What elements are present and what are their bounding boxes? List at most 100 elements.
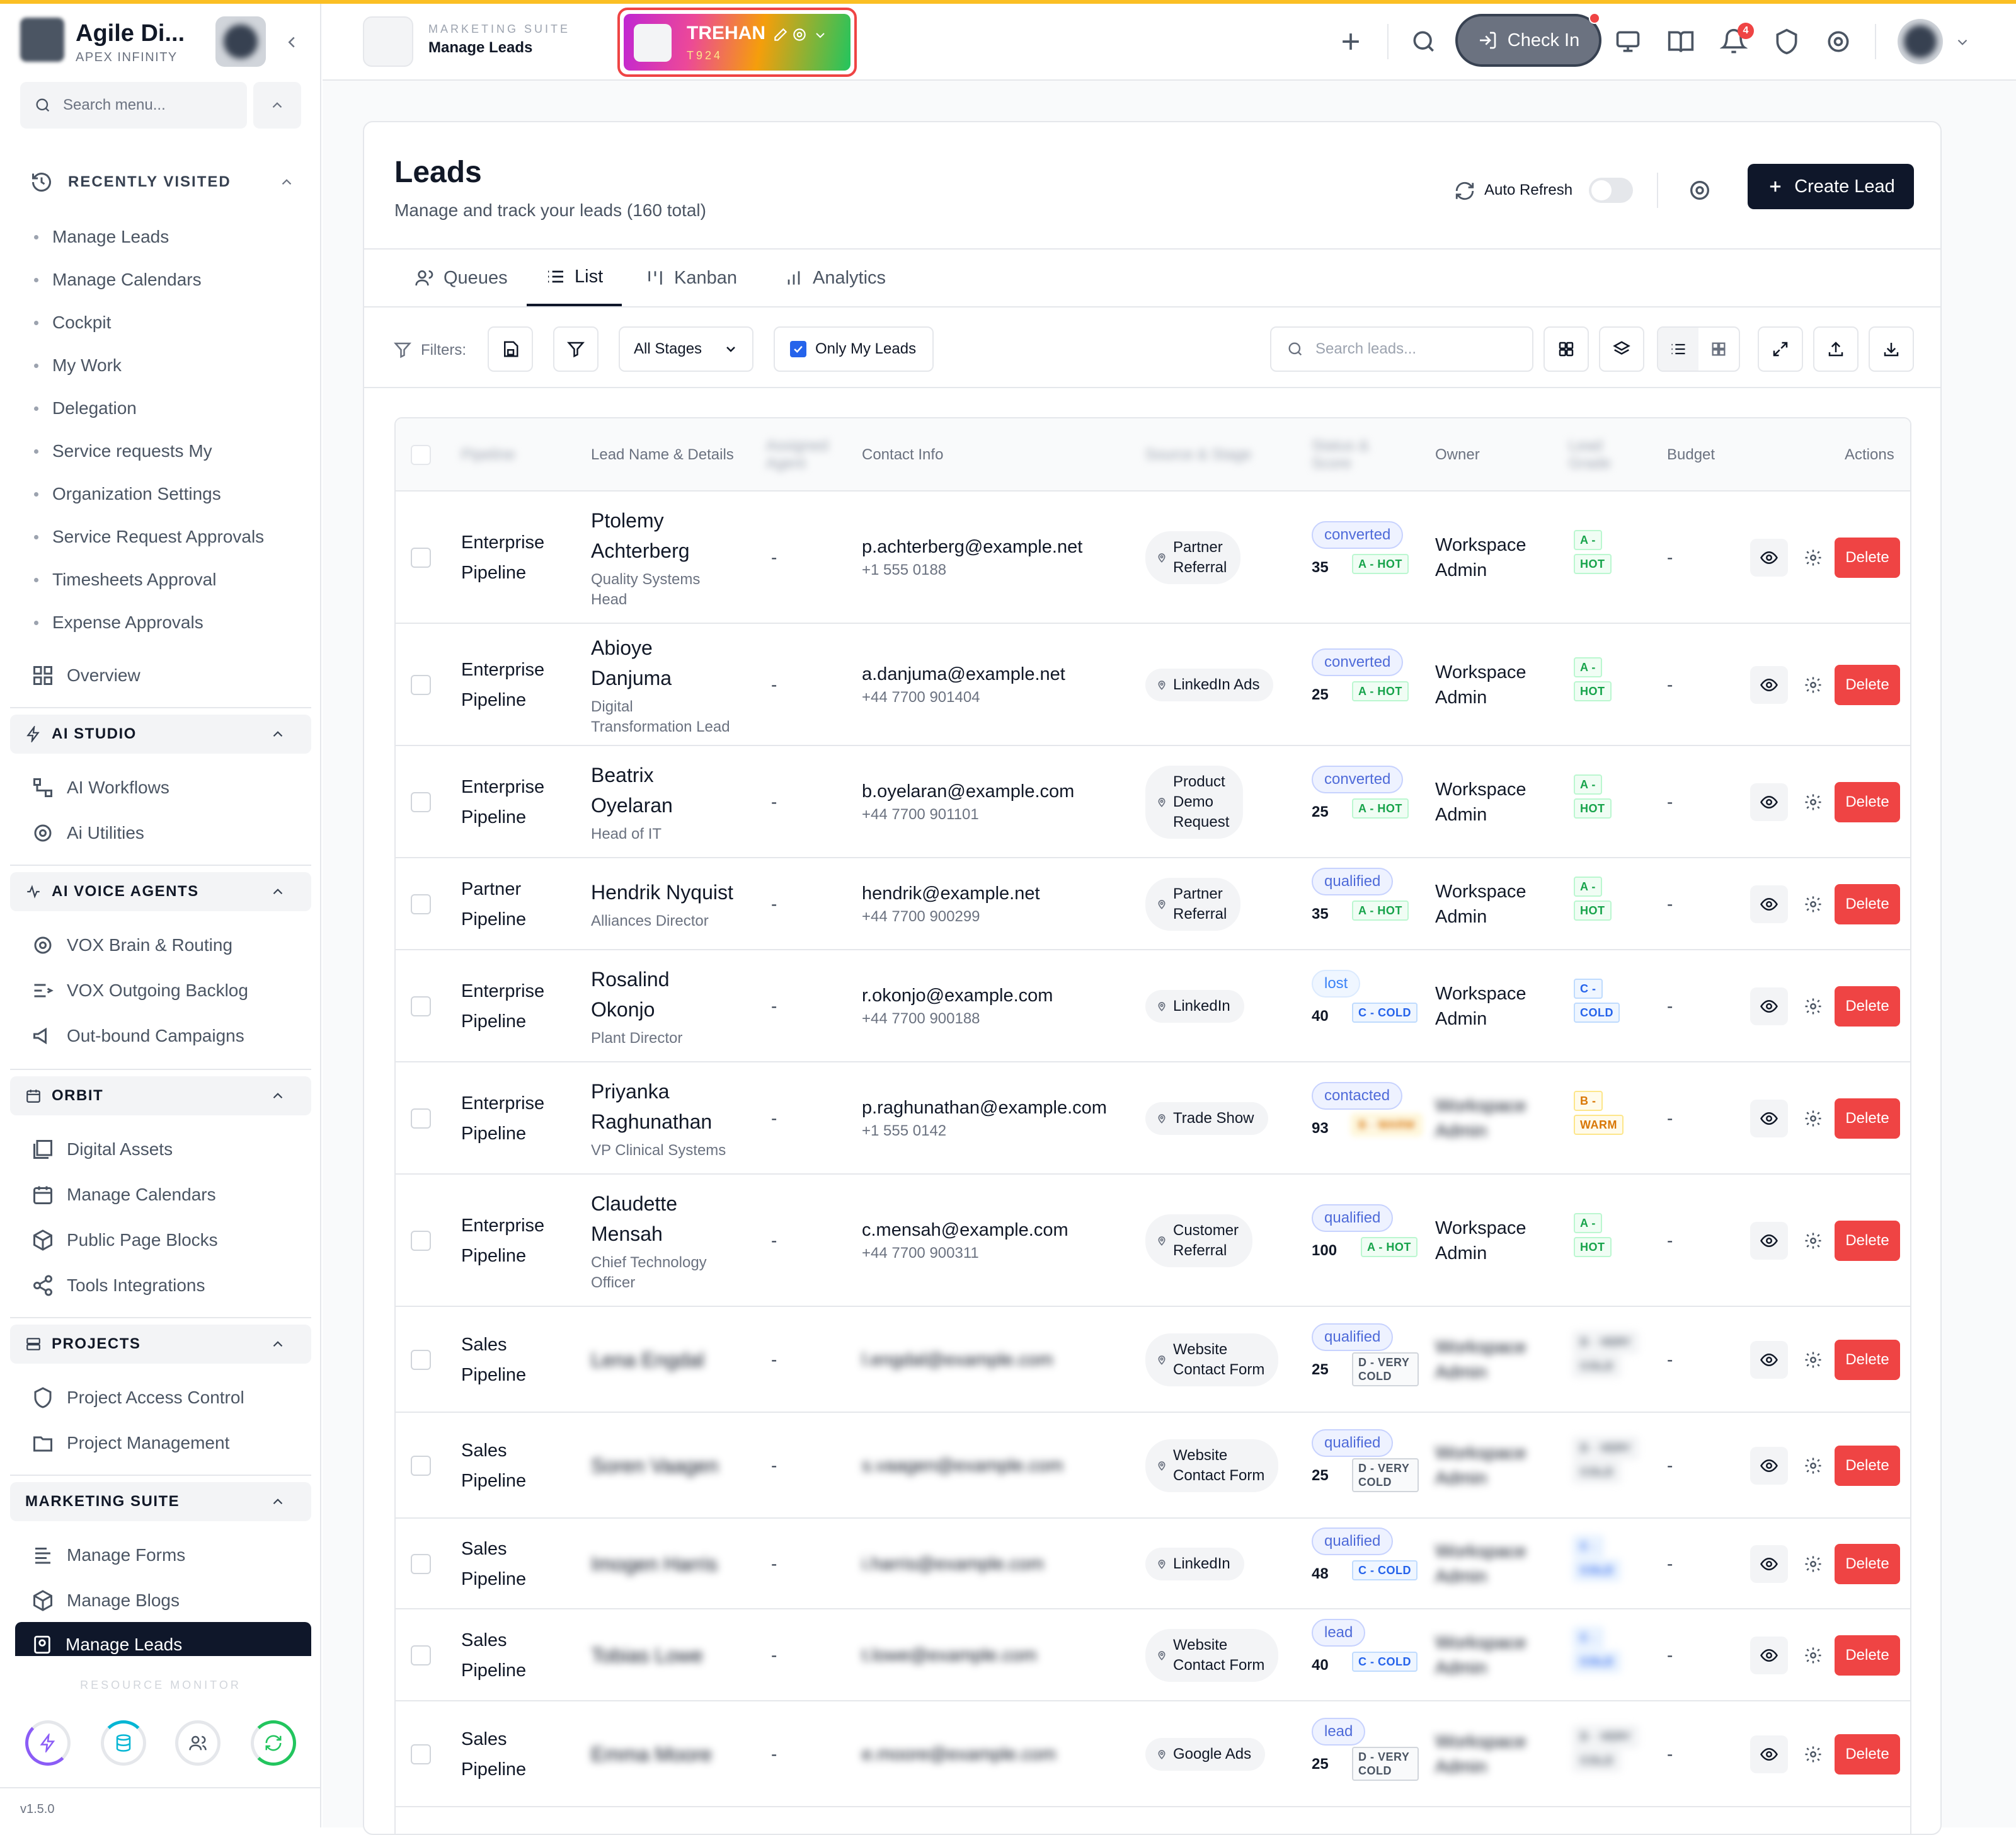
recent-item[interactable]: Cockpit bbox=[34, 313, 111, 333]
row-settings-button[interactable] bbox=[1794, 1637, 1832, 1674]
section-marketing-suite[interactable]: MARKETING SUITE bbox=[10, 1482, 311, 1521]
lead-email[interactable]: e.moore@example.com bbox=[862, 1744, 1057, 1764]
recent-item[interactable]: Manage Leads bbox=[34, 227, 169, 247]
nav-public-page-blocks[interactable]: Public Page Blocks bbox=[32, 1229, 218, 1251]
nav-vox-backlog[interactable]: VOX Outgoing Backlog bbox=[32, 979, 248, 1002]
nav-project-access-control[interactable]: Project Access Control bbox=[32, 1386, 244, 1409]
gear-icon[interactable] bbox=[1687, 178, 1712, 203]
delete-button[interactable]: Delete bbox=[1835, 665, 1900, 705]
expand-button[interactable] bbox=[1758, 326, 1803, 372]
nav-tools-integrations[interactable]: Tools Integrations bbox=[32, 1274, 205, 1297]
chevron-down-icon[interactable] bbox=[813, 28, 828, 43]
recent-item[interactable]: My Work bbox=[34, 355, 122, 376]
table-row[interactable]: Sales Pipeline Emma Moore - e.moore@example.… bbox=[396, 1701, 1910, 1807]
recent-item[interactable]: Organization Settings bbox=[34, 484, 221, 504]
users-monitor[interactable] bbox=[175, 1720, 220, 1766]
gear-icon[interactable] bbox=[1824, 28, 1852, 55]
monitor-icon[interactable] bbox=[1614, 28, 1642, 55]
list-view-button[interactable] bbox=[1658, 328, 1698, 371]
row-settings-button[interactable] bbox=[1794, 1341, 1832, 1379]
lead-email[interactable]: t.lowe@example.com bbox=[862, 1645, 1037, 1665]
search-icon[interactable] bbox=[1410, 28, 1438, 55]
lead-email[interactable]: r.okonjo@example.com bbox=[862, 985, 1053, 1006]
lead-name-cell[interactable]: Beatrix Oyelaran Head of IT bbox=[591, 746, 755, 858]
row-checkbox[interactable] bbox=[411, 792, 431, 812]
lead-name-cell[interactable]: Rosalind Okonjo Plant Director bbox=[591, 950, 755, 1062]
lead-email[interactable]: b.oyelaran@example.com bbox=[862, 781, 1075, 802]
table-row[interactable]: Enterprise Pipeline Priyanka Raghunathan VP … bbox=[396, 1062, 1910, 1175]
lead-email[interactable]: l.engdal@example.com bbox=[862, 1349, 1053, 1370]
delete-button[interactable]: Delete bbox=[1835, 1221, 1900, 1261]
recent-item[interactable]: Service Request Approvals bbox=[34, 527, 264, 547]
nav-manage-blogs[interactable]: Manage Blogs bbox=[32, 1589, 180, 1612]
row-settings-button[interactable] bbox=[1794, 1100, 1832, 1137]
row-settings-button[interactable] bbox=[1794, 987, 1832, 1025]
filter-button[interactable] bbox=[553, 326, 598, 372]
lead-name-cell[interactable]: Priyanka Raghunathan VP Clinical Systems bbox=[591, 1062, 755, 1175]
nav-digital-assets[interactable]: Digital Assets bbox=[32, 1138, 173, 1161]
row-settings-button[interactable] bbox=[1794, 1447, 1832, 1485]
select-all-checkbox[interactable] bbox=[411, 445, 431, 465]
view-toggle[interactable] bbox=[1657, 326, 1740, 372]
delete-button[interactable]: Delete bbox=[1835, 986, 1900, 1027]
only-my-leads-checkbox[interactable] bbox=[790, 341, 806, 357]
row-checkbox[interactable] bbox=[411, 894, 431, 914]
gear-icon[interactable] bbox=[791, 26, 808, 43]
view-button[interactable] bbox=[1750, 666, 1788, 704]
lead-email[interactable]: p.raghunathan@example.com bbox=[862, 1097, 1107, 1118]
table-row[interactable]: Sales Pipeline Soren Vaagen - s.vaagen@examp… bbox=[396, 1413, 1910, 1519]
row-settings-button[interactable] bbox=[1794, 1735, 1832, 1773]
view-button[interactable] bbox=[1750, 1637, 1788, 1674]
auto-refresh-toggle[interactable] bbox=[1589, 178, 1633, 203]
table-row[interactable]: Enterprise Pipeline Claudette Mensah Chief T… bbox=[396, 1175, 1910, 1307]
collapse-sidebar-icon[interactable] bbox=[282, 33, 301, 52]
sync-monitor[interactable] bbox=[251, 1720, 296, 1766]
table-row[interactable]: Enterprise Pipeline Rosalind Okonjo Plant Di… bbox=[396, 950, 1910, 1062]
delete-button[interactable]: Delete bbox=[1835, 1340, 1900, 1380]
delete-button[interactable]: Delete bbox=[1835, 1098, 1900, 1139]
row-checkbox[interactable] bbox=[411, 1231, 431, 1251]
row-checkbox[interactable] bbox=[411, 1645, 431, 1665]
save-filter-button[interactable] bbox=[488, 326, 533, 372]
lead-name-cell[interactable]: Tobias Lowe bbox=[591, 1609, 755, 1701]
nav-ai-workflows[interactable]: AI Workflows bbox=[32, 776, 169, 799]
nav-overview[interactable]: Overview bbox=[32, 664, 140, 687]
db-monitor[interactable] bbox=[101, 1720, 146, 1766]
tab-queues[interactable]: Queues bbox=[415, 250, 508, 306]
delete-button[interactable]: Delete bbox=[1835, 884, 1900, 924]
table-row[interactable]: Enterprise Pipeline Abioye Danjuma Digital Tr… bbox=[396, 624, 1910, 746]
row-checkbox[interactable] bbox=[411, 548, 431, 568]
view-button[interactable] bbox=[1750, 1100, 1788, 1137]
org-avatar[interactable] bbox=[215, 16, 266, 67]
row-checkbox[interactable] bbox=[411, 1744, 431, 1764]
recent-item[interactable]: Timesheets Approval bbox=[34, 570, 216, 590]
row-checkbox[interactable] bbox=[411, 1350, 431, 1370]
nav-project-management[interactable]: Project Management bbox=[32, 1432, 229, 1454]
nav-manage-calendars[interactable]: Manage Calendars bbox=[32, 1183, 216, 1206]
lead-name-cell[interactable]: Ptolemy Achterberg Quality Systems Head bbox=[591, 492, 755, 624]
edit-icon[interactable] bbox=[772, 26, 789, 43]
row-settings-button[interactable] bbox=[1794, 1222, 1832, 1260]
download-button[interactable] bbox=[1869, 326, 1914, 372]
lead-name-cell[interactable]: Emma Moore bbox=[591, 1701, 755, 1807]
lead-name-cell[interactable]: Lena Engdal bbox=[591, 1307, 755, 1413]
lead-email[interactable]: i.harris@example.com bbox=[862, 1553, 1044, 1574]
only-my-leads-toggle[interactable]: Only My Leads bbox=[774, 326, 934, 372]
lead-name-cell[interactable]: Soren Vaagen bbox=[591, 1413, 755, 1519]
delete-button[interactable]: Delete bbox=[1835, 538, 1900, 578]
recent-item[interactable]: Service requests My bbox=[34, 441, 212, 461]
check-in-button[interactable]: Check In bbox=[1455, 14, 1601, 67]
view-button[interactable] bbox=[1750, 1341, 1788, 1379]
section-ai-voice[interactable]: AI VOICE AGENTS bbox=[10, 872, 311, 911]
recent-item[interactable]: Delegation bbox=[34, 398, 137, 418]
lead-name-cell[interactable]: Abioye Danjuma Digital Transformation Lead bbox=[591, 624, 755, 746]
table-row[interactable]: Enterprise Pipeline Ptolemy Achterberg Quali… bbox=[396, 492, 1910, 624]
table-row[interactable]: Enterprise Pipeline Beatrix Oyelaran Head of… bbox=[396, 746, 1910, 858]
lead-name-cell[interactable]: Claudette Mensah Chief Technology Officer bbox=[591, 1175, 755, 1307]
row-checkbox[interactable] bbox=[411, 1554, 431, 1574]
row-checkbox[interactable] bbox=[411, 675, 431, 695]
nav-manage-forms[interactable]: Manage Forms bbox=[32, 1544, 185, 1567]
bell-icon[interactable] bbox=[1720, 28, 1748, 55]
nav-vox-brain[interactable]: VOX Brain & Routing bbox=[32, 934, 232, 957]
view-button[interactable] bbox=[1750, 1447, 1788, 1485]
